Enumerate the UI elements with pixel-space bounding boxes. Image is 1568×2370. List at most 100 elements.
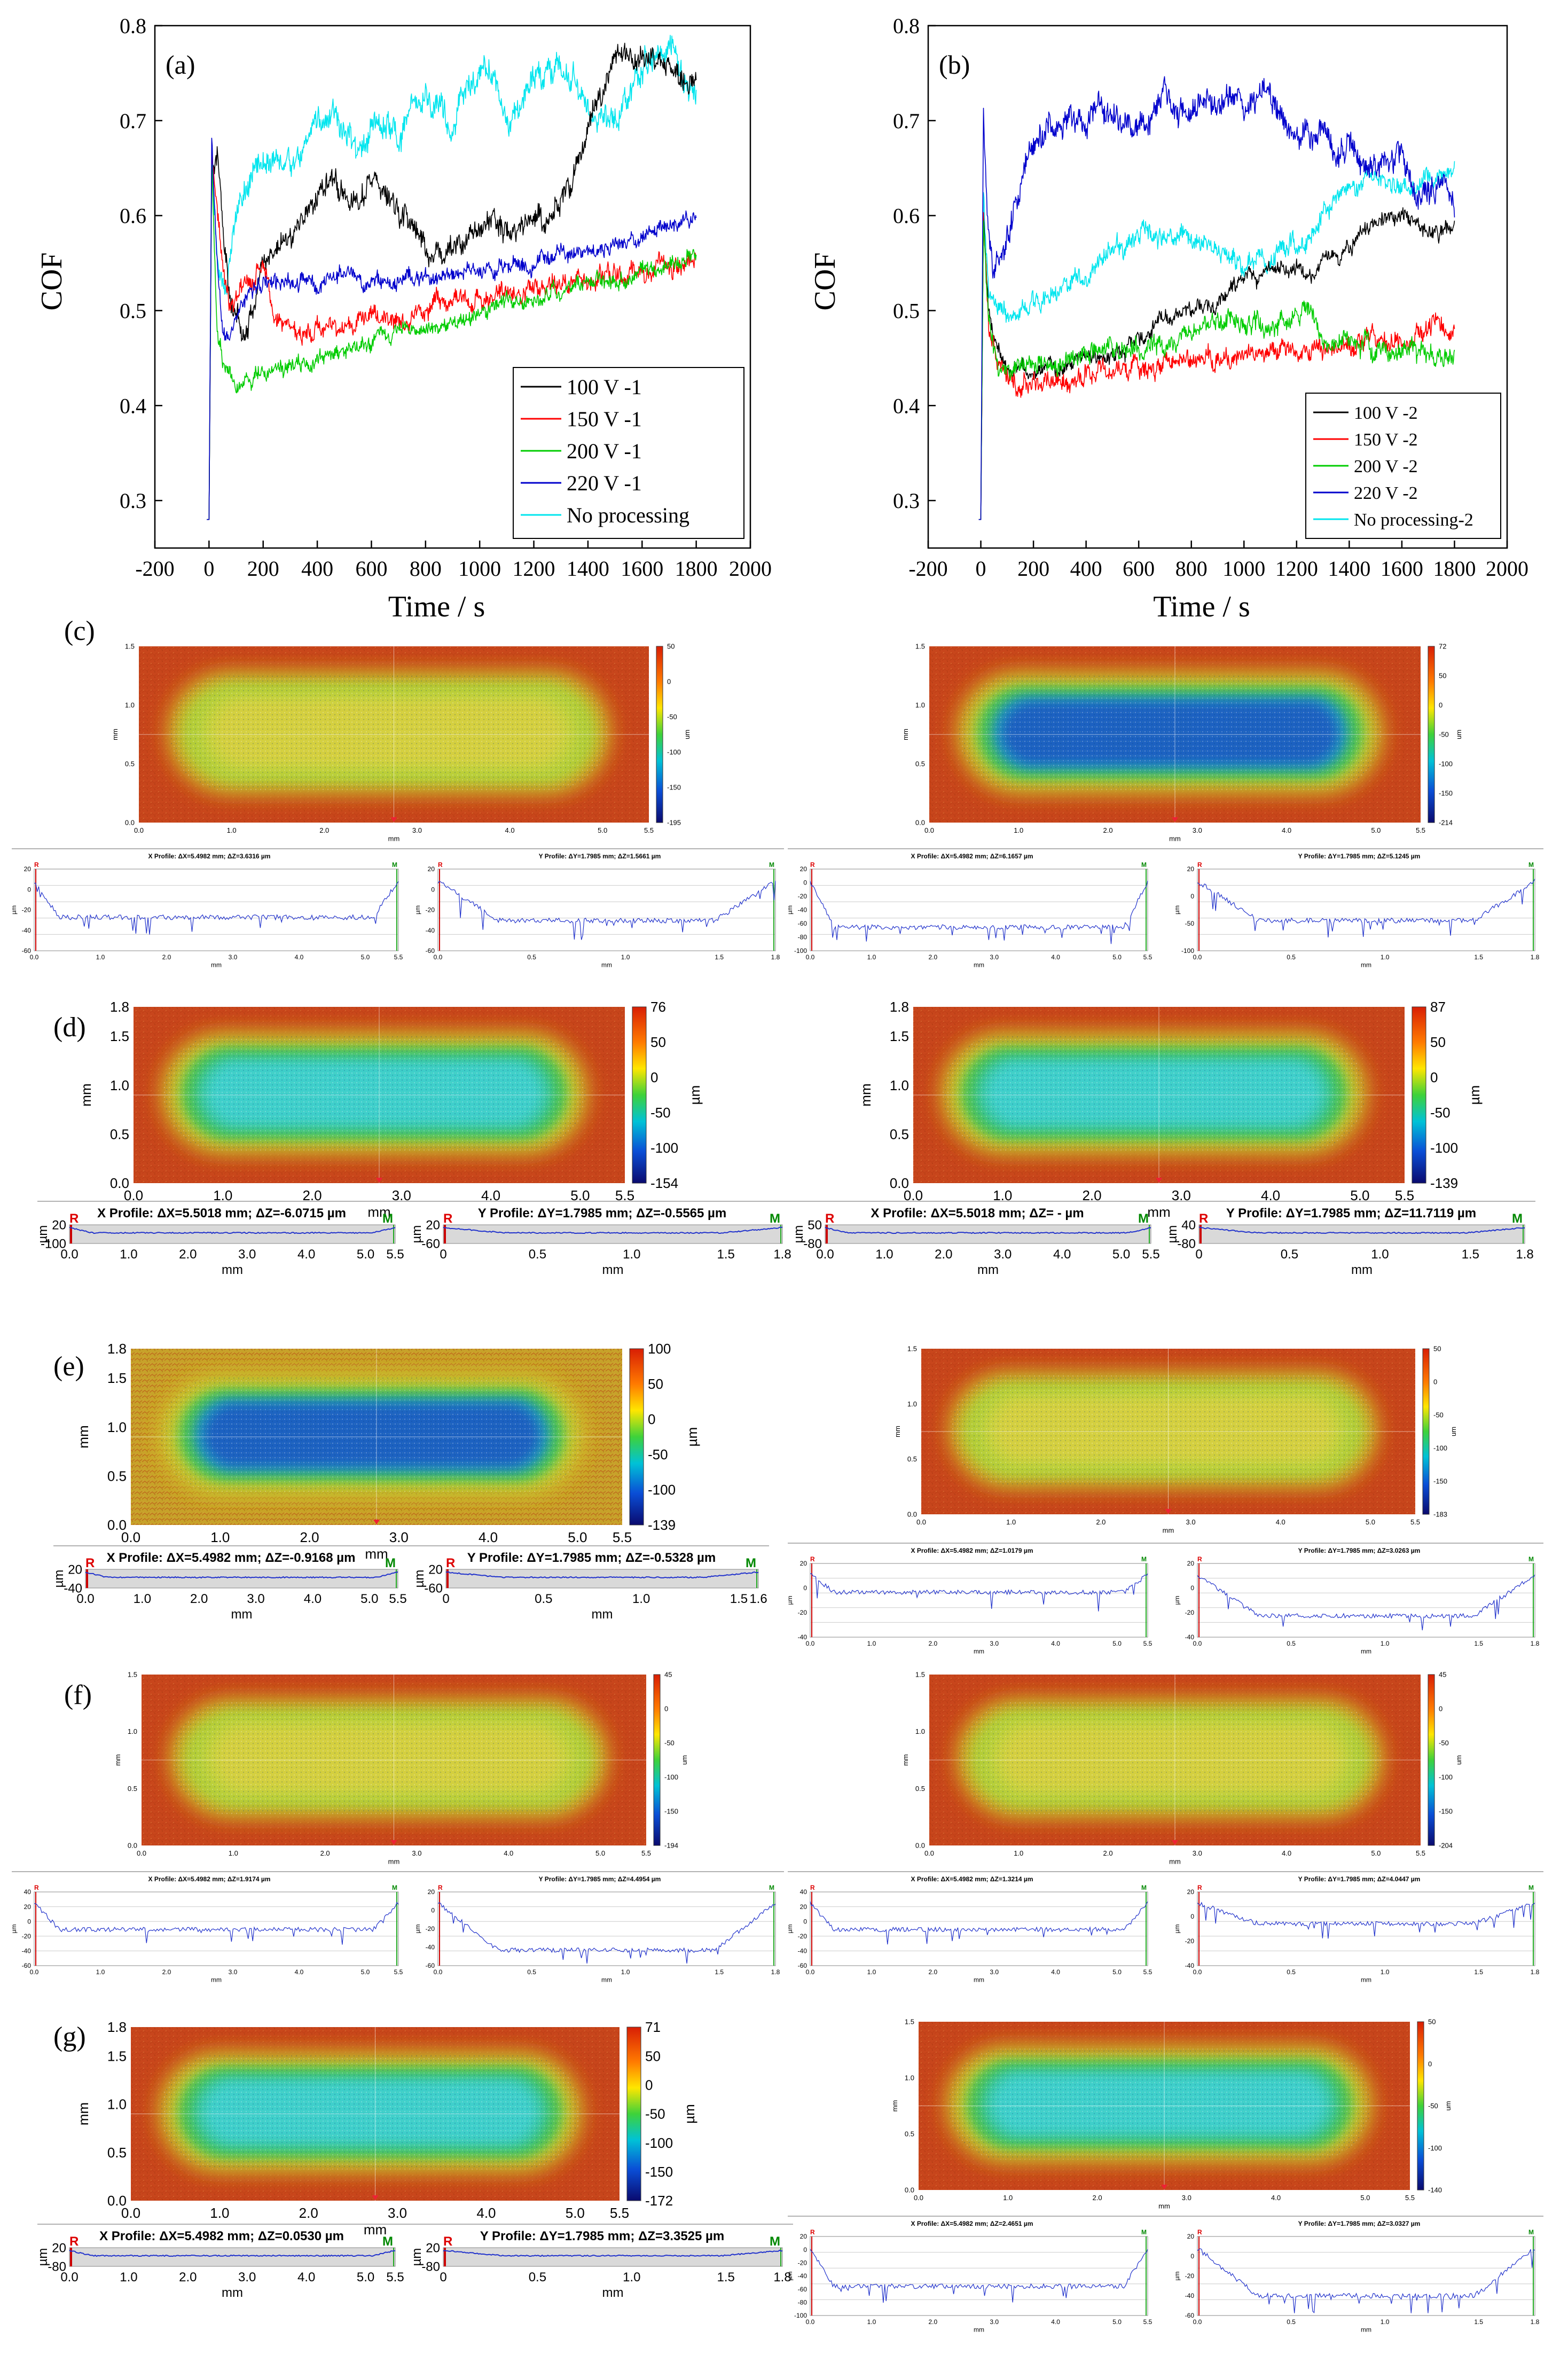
- colorbar-tick: -50: [1428, 2102, 1438, 2110]
- map-x-label: mm: [1158, 2202, 1170, 2210]
- x-tick-label: 1000: [1222, 557, 1265, 581]
- y-tick-label: 0.4: [893, 394, 920, 418]
- map-y-tick: 0.5: [915, 760, 925, 768]
- profile-x-tick: 1.0: [134, 1592, 151, 1606]
- x-axis-label: Time / s: [1153, 590, 1250, 623]
- profile-title: Y Profile: ΔY=1.7985 mm; ΔZ=4.4954 µm: [539, 1875, 661, 1883]
- map-x-tick: 5.5: [1410, 1518, 1420, 1526]
- colorbar-tick: -214: [1439, 819, 1453, 827]
- map-x-tick: 1.0: [1014, 1849, 1023, 1857]
- marker-triangle: [1156, 1178, 1162, 1183]
- map-x-tick: 5.0: [595, 1849, 605, 1857]
- colorbar-tick: -195: [667, 819, 681, 827]
- profile-x-tick: 5.0: [357, 2270, 374, 2285]
- wear-speckle: [959, 1702, 1382, 1815]
- topography-f-left: 0.0 1.0 2.0 3.0 4.0 5.0 5.5 0.0 0.5 1.0 1.5 mm mm 45 0…: [10, 1671, 784, 1983]
- x-tick-label: 1800: [675, 557, 718, 581]
- wear-speckle: [171, 1702, 606, 1815]
- profile-x-tick: 1.5: [1474, 1968, 1483, 1976]
- profile-plot: [1197, 1891, 1535, 1966]
- series-line-150-v--1: [207, 154, 697, 520]
- profile-y-tick: -40: [22, 1947, 32, 1955]
- profile-plot: [69, 2247, 396, 2267]
- x-profile: X Profile: ΔX=5.4982 mm; ΔZ=6.1657 µm R M 2…: [786, 852, 1153, 968]
- colorbar-tick: 50: [1439, 672, 1446, 680]
- map-x-tick: 5.0: [1371, 1849, 1381, 1857]
- x-tick-label: 1600: [1381, 557, 1423, 581]
- marker-r: R: [810, 2228, 815, 2236]
- marker-m: M: [769, 1884, 774, 1891]
- profile-x-tick: 0.5: [1281, 1247, 1298, 1262]
- profile-x-tick: 3.0: [990, 2318, 999, 2326]
- profile-x-tick: 5.5: [386, 2270, 404, 2285]
- profile-x-tick: 0.5: [1287, 2318, 1296, 2326]
- profile-unit: µm: [1173, 2272, 1181, 2281]
- x-tick-label: 1200: [1275, 557, 1318, 581]
- profile-title: X Profile: ΔX=5.4982 mm; ΔZ=1.3214 µm: [911, 1875, 1033, 1883]
- colorbar: [632, 1006, 647, 1184]
- profile-y-tick: -40: [1185, 2292, 1195, 2299]
- map-y-tick: 0.5: [907, 1455, 917, 1463]
- topography-c-right: 0.0 1.0 2.0 3.0 4.0 5.0 5.5 0.0 0.5 1.0 1.5 mm mm 72 5…: [786, 643, 1543, 968]
- x-tick-label: 1800: [1433, 557, 1476, 581]
- profile-x-tick: 5.5: [389, 1592, 406, 1606]
- profile-x-tick: 0.0: [30, 1968, 39, 1976]
- profile-x-tick: 5.0: [1112, 953, 1122, 961]
- profile-plot: [1197, 1563, 1535, 1638]
- profile-x-tick: 0.5: [529, 1247, 546, 1262]
- map-y-tick: 1.8: [110, 999, 129, 1015]
- profile-x-tick: 0.0: [1193, 1968, 1202, 1976]
- legend-box: [513, 367, 744, 539]
- map-y-tick: 1.8: [107, 1341, 127, 1357]
- map-axes: 0.0 1.0 2.0 3.0 4.0 5.0 5.5 0.0 0.5 1.0 1.5 mm mm: [111, 643, 654, 843]
- map-x-tick: 4.0: [504, 1849, 513, 1857]
- profile-y-tick: 20: [800, 865, 807, 873]
- x-tick-label: 800: [410, 557, 442, 581]
- map-x-tick: 4.0: [479, 1529, 498, 1545]
- profile-x-tick: 1.5: [1474, 953, 1483, 961]
- profile-x-tick: 0.5: [1287, 1968, 1296, 1976]
- series-line-no-processing: [207, 35, 697, 520]
- y-profile: Y Profile: ΔY=1.7985 mm; ΔZ=1.5661 µm R M 2…: [414, 852, 780, 968]
- x-tick-label: 400: [301, 557, 333, 581]
- profile-x-tick: 3.0: [238, 1247, 256, 1262]
- legend-entry: 150 V -1: [567, 407, 642, 431]
- x-tick-label: 1400: [1328, 557, 1370, 581]
- profile-curve: [69, 1226, 396, 1234]
- profile-x-tick: 5.5: [394, 953, 403, 961]
- map-y-tick: 1.0: [125, 701, 135, 709]
- profile-y-tick: 20: [428, 865, 435, 873]
- cof-chart-b: -200 0 200 400 600 800 1000 1200 1400 1600 1800 200…: [809, 14, 1528, 623]
- colorbar: [1428, 1674, 1435, 1846]
- profile-title: X Profile: ΔX=5.4982 mm; ΔZ=-0.9168 µm: [107, 1551, 356, 1565]
- profile-x-label: mm: [211, 1976, 222, 1983]
- profile-x-tick: 5.5: [1143, 953, 1153, 961]
- x-profile: X Profile: ΔX=5.5018 mm; ΔZ= - µm R M 50 -80…: [791, 1206, 1160, 1277]
- y-tick-label: 0.3: [893, 489, 920, 513]
- wear-speckle: [160, 2055, 581, 2170]
- map-y-tick: 1.8: [890, 999, 909, 1015]
- panel-label-b: (b): [939, 50, 970, 80]
- wear-speckle: [959, 674, 1382, 791]
- profile-curve: [437, 1902, 776, 1964]
- wear-scar: [951, 1375, 1376, 1485]
- map-y-tick: 0.5: [107, 1468, 127, 1484]
- profile-y-tick: 20: [426, 2241, 440, 2255]
- profile-y-tick: -20: [798, 893, 807, 900]
- panel-label-f: (f): [64, 1680, 92, 1710]
- x-profile: X Profile: ΔX=5.4982 mm; ΔZ=0.0530 µm R M 2…: [36, 2229, 404, 2300]
- profile-x-tick: 3.0: [229, 953, 238, 961]
- map-x-tick: 1.0: [1006, 1518, 1016, 1526]
- profile-x-tick: 1.0: [96, 953, 105, 961]
- profile-unit: µm: [10, 1925, 18, 1934]
- map-y-tick: 1.0: [107, 1419, 127, 1435]
- map-x-tick: 0.0: [121, 1529, 140, 1545]
- colorbar-unit: um: [1444, 2101, 1452, 2110]
- map-x-tick: 3.0: [1193, 826, 1202, 834]
- profile-y-tick: -80: [803, 1237, 822, 1251]
- profile-x-tick: 1.0: [623, 1247, 640, 1262]
- profile-unit: µm: [412, 1570, 427, 1588]
- profile-x-tick: 1.5: [730, 1592, 748, 1606]
